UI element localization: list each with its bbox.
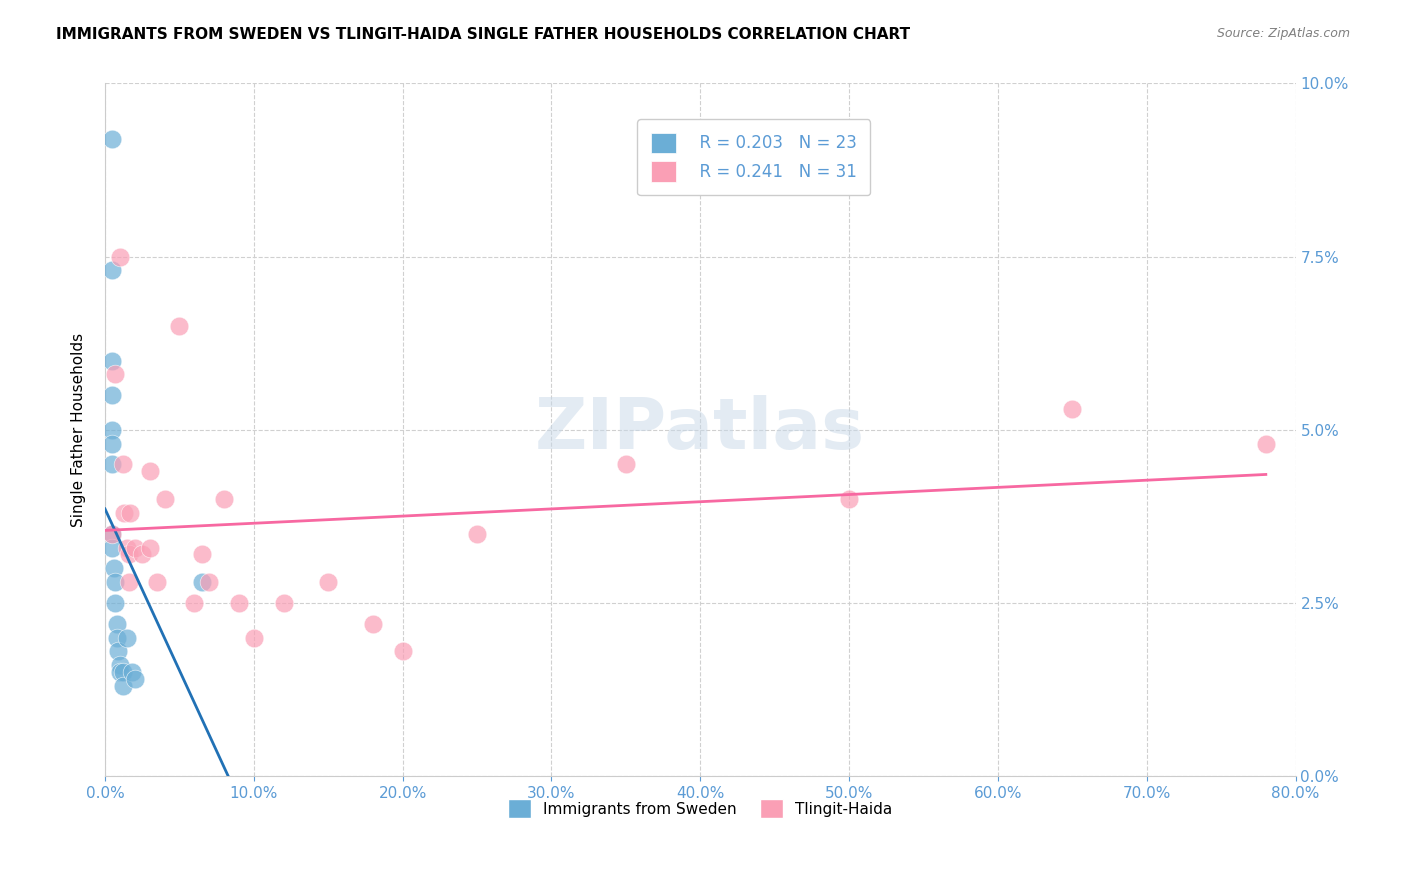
Point bbox=[111, 679, 134, 693]
Point bbox=[273, 596, 295, 610]
Point bbox=[1062, 402, 1084, 417]
Point bbox=[121, 665, 143, 680]
Point bbox=[101, 541, 124, 555]
Point bbox=[183, 596, 205, 610]
Point bbox=[361, 616, 384, 631]
Point bbox=[104, 368, 127, 382]
Text: ZIPatlas: ZIPatlas bbox=[536, 395, 865, 465]
Point bbox=[190, 548, 212, 562]
Point bbox=[101, 526, 124, 541]
Point bbox=[169, 318, 191, 333]
Point bbox=[153, 492, 176, 507]
Point bbox=[117, 631, 139, 645]
Point bbox=[101, 526, 124, 541]
Point bbox=[112, 506, 135, 520]
Point bbox=[105, 631, 128, 645]
Point bbox=[108, 250, 131, 264]
Point bbox=[118, 548, 141, 562]
Point bbox=[146, 575, 169, 590]
Point bbox=[228, 596, 250, 610]
Point bbox=[111, 665, 134, 680]
Point bbox=[104, 596, 127, 610]
Point bbox=[101, 353, 124, 368]
Point bbox=[120, 506, 142, 520]
Point bbox=[118, 575, 141, 590]
Legend: Immigrants from Sweden, Tlingit-Haida: Immigrants from Sweden, Tlingit-Haida bbox=[502, 793, 898, 824]
Point bbox=[131, 548, 153, 562]
Point bbox=[138, 541, 160, 555]
Text: IMMIGRANTS FROM SWEDEN VS TLINGIT-HAIDA SINGLE FATHER HOUSEHOLDS CORRELATION CHA: IMMIGRANTS FROM SWEDEN VS TLINGIT-HAIDA … bbox=[56, 27, 910, 42]
Point bbox=[465, 526, 488, 541]
Point bbox=[1254, 436, 1277, 450]
Point bbox=[190, 575, 212, 590]
Point bbox=[391, 644, 413, 658]
Point bbox=[108, 665, 131, 680]
Point bbox=[198, 575, 221, 590]
Point bbox=[243, 631, 266, 645]
Point bbox=[103, 561, 125, 575]
Point bbox=[124, 541, 146, 555]
Point bbox=[212, 492, 235, 507]
Point bbox=[101, 458, 124, 472]
Point bbox=[108, 658, 131, 673]
Point bbox=[101, 436, 124, 450]
Point bbox=[101, 132, 124, 146]
Point bbox=[101, 388, 124, 402]
Point bbox=[101, 423, 124, 437]
Point bbox=[101, 263, 124, 277]
Y-axis label: Single Father Households: Single Father Households bbox=[72, 333, 86, 527]
Point bbox=[111, 458, 134, 472]
Point bbox=[117, 541, 139, 555]
Point bbox=[104, 575, 127, 590]
Text: Source: ZipAtlas.com: Source: ZipAtlas.com bbox=[1216, 27, 1350, 40]
Point bbox=[107, 644, 129, 658]
Point bbox=[138, 464, 160, 478]
Point bbox=[124, 672, 146, 686]
Point bbox=[316, 575, 339, 590]
Point bbox=[614, 458, 637, 472]
Point bbox=[838, 492, 860, 507]
Point bbox=[105, 616, 128, 631]
